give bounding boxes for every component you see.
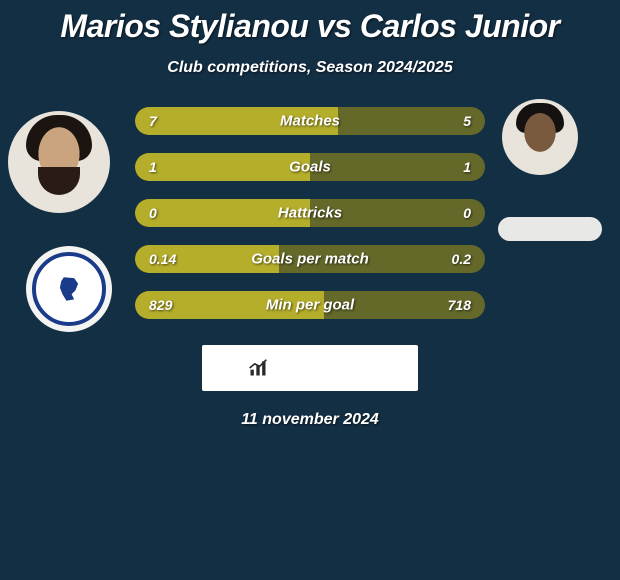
- stat-value-left: 0.14: [149, 251, 176, 267]
- source-logo: FcTables.com: [202, 345, 418, 391]
- stat-row: 0 Hattricks 0: [135, 199, 485, 227]
- stat-label: Goals per match: [251, 251, 369, 268]
- player-right-club-badge: [498, 217, 602, 241]
- stat-row: 7 Matches 5: [135, 107, 485, 135]
- logo-text: FcTables.com: [274, 359, 373, 377]
- stat-value-right: 0: [463, 205, 471, 221]
- comparison-panel: 7 Matches 5 1 Goals 1 0 Hattricks 0 0.14 Goals per…: [0, 107, 620, 319]
- player-left-avatar: [8, 111, 110, 213]
- stat-label: Min per goal: [266, 297, 354, 314]
- stat-row: 0.14 Goals per match 0.2: [135, 245, 485, 273]
- page-title: Marios Stylianou vs Carlos Junior: [0, 0, 620, 45]
- chart-icon: [248, 358, 268, 378]
- stat-fill-left: [135, 153, 310, 181]
- stat-label: Hattricks: [278, 205, 342, 222]
- stat-value-left: 1: [149, 159, 157, 175]
- date-label: 11 november 2024: [0, 411, 620, 429]
- stat-label: Goals: [289, 159, 331, 176]
- stat-label: Matches: [280, 113, 340, 130]
- stat-row: 829 Min per goal 718: [135, 291, 485, 319]
- player-left-club-badge: [26, 246, 112, 332]
- stat-value-right: 0.2: [452, 251, 471, 267]
- stat-value-right: 718: [448, 297, 471, 313]
- stat-bars: 7 Matches 5 1 Goals 1 0 Hattricks 0 0.14 Goals per…: [135, 107, 485, 319]
- subtitle: Club competitions, Season 2024/2025: [0, 59, 620, 77]
- stat-value-left: 7: [149, 113, 157, 129]
- stat-value-left: 0: [149, 205, 157, 221]
- stat-value-right: 1: [463, 159, 471, 175]
- stat-value-right: 5: [463, 113, 471, 129]
- player-right-avatar: [502, 99, 578, 175]
- greece-map-icon: [56, 276, 82, 302]
- stat-value-left: 829: [149, 297, 172, 313]
- stat-row: 1 Goals 1: [135, 153, 485, 181]
